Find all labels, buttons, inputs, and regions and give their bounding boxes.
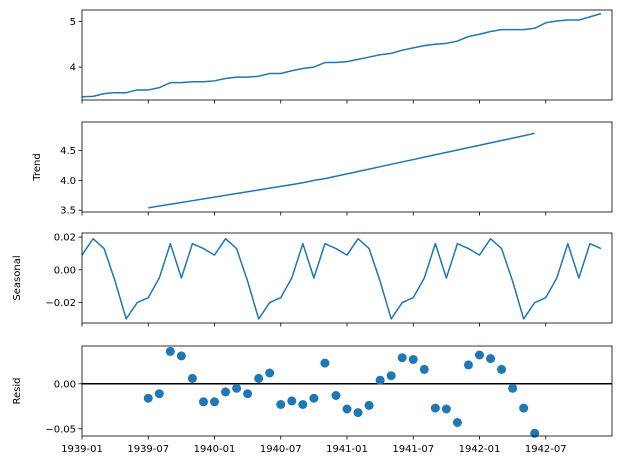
y-axis-label: Trend — [32, 153, 43, 181]
resid-point — [287, 396, 297, 406]
trend-panel: 3.5 4.0 4.5 Trend — [32, 121, 613, 217]
resid-point — [497, 364, 507, 374]
resid-point — [320, 358, 330, 368]
resid-point — [408, 355, 418, 364]
resid-point — [187, 373, 197, 383]
resid-point — [154, 389, 164, 399]
resid-point — [165, 346, 175, 356]
resid-point — [176, 351, 186, 361]
resid-point — [486, 354, 496, 364]
resid-point — [143, 393, 153, 403]
x-tick-label: 1941-07 — [392, 444, 434, 455]
y-axis-label: Resid — [12, 378, 23, 405]
series-line — [148, 132, 535, 209]
resid-point — [452, 418, 462, 427]
series-line — [81, 12, 602, 98]
resid-point — [430, 403, 440, 413]
resid-point — [441, 404, 451, 414]
resid-point — [397, 353, 407, 363]
resid-point — [375, 375, 385, 385]
resid-point — [232, 383, 242, 393]
seasonal-panel: 0.02 0.00 −0.02 Seasonal — [12, 233, 613, 327]
y-axis-label: Seasonal — [12, 255, 23, 300]
y-tick-label: −0.02 — [45, 298, 76, 309]
y-tick-label: −0.05 — [45, 424, 76, 435]
y-tick-label: 5 — [70, 17, 76, 28]
x-tick-label: 1942-07 — [525, 444, 567, 455]
resid-point — [386, 371, 396, 381]
resid-point — [530, 428, 540, 438]
resid-point — [265, 368, 275, 378]
resid-point — [243, 389, 253, 399]
resid-point — [353, 408, 363, 418]
resid-point — [198, 397, 208, 407]
resid-point — [364, 400, 374, 410]
x-tick-label: 1940-07 — [260, 444, 302, 455]
y-tick-label: 0.02 — [54, 233, 76, 244]
x-tick-label: 1939-07 — [127, 444, 169, 455]
series-line — [81, 237, 602, 320]
resid-point — [254, 373, 264, 383]
resid-point — [309, 393, 319, 403]
y-tick-label: 4 — [70, 63, 76, 74]
y-tick-label: 3.5 — [60, 206, 76, 217]
resid-point — [419, 364, 429, 374]
y-tick-label: 4.5 — [60, 146, 76, 157]
y-tick-label: 0.00 — [54, 265, 76, 276]
resid-panel: 1939-01 1939-07 1940-01 1940-07 1941-01 1941-… — [12, 345, 613, 455]
x-tick-label: 1939-01 — [61, 444, 103, 455]
y-tick-label: 4.0 — [60, 176, 76, 187]
resid-point — [519, 403, 529, 413]
resid-point — [508, 383, 518, 393]
x-tick-label: 1941-01 — [326, 444, 368, 455]
resid-point — [342, 404, 352, 414]
resid-point — [276, 400, 286, 409]
resid-point — [298, 400, 308, 409]
resid-point — [221, 387, 231, 397]
y-tick-label: 0.00 — [54, 379, 76, 390]
resid-point — [331, 391, 341, 400]
x-tick-label: 1940-01 — [194, 444, 236, 455]
resid-point — [463, 360, 473, 370]
resid-point — [210, 397, 219, 407]
resid-point — [475, 350, 484, 360]
observed-panel: 45 — [70, 9, 613, 104]
x-tick-label: 1942-01 — [459, 444, 501, 455]
